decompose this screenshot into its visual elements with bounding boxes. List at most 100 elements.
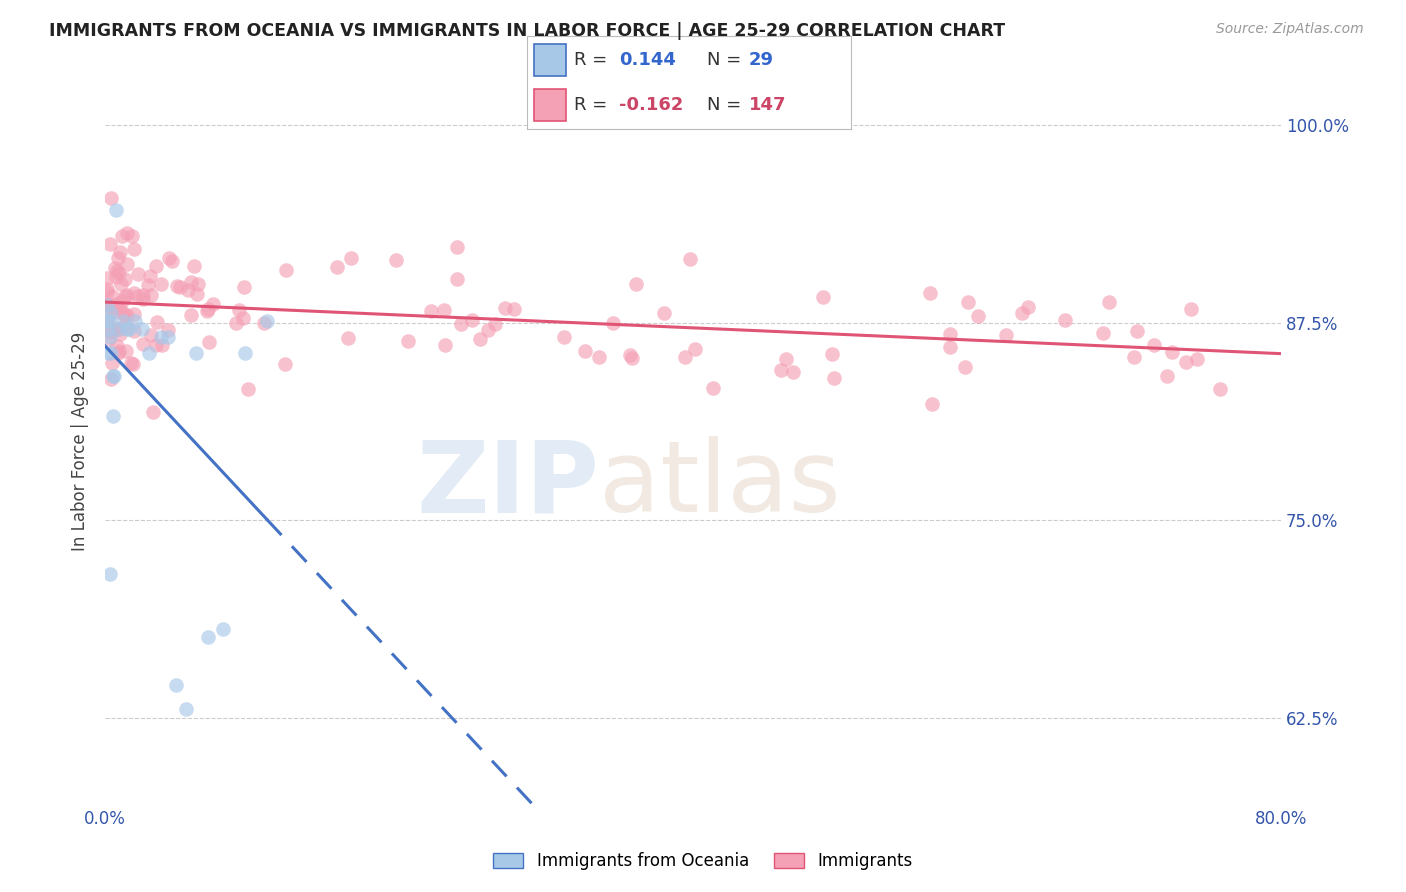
Point (494, 301, 516, 316)
Point (145, 259, 167, 273)
Point (1053, 312, 1076, 326)
Point (679, 252, 702, 267)
Point (1092, 326, 1115, 340)
Point (97, 322, 120, 336)
Point (138, 345, 160, 359)
Point (139, 287, 162, 301)
Point (124, 307, 146, 321)
Point (939, 340, 962, 354)
Point (994, 327, 1017, 342)
Point (396, 334, 419, 349)
Point (419, 304, 441, 318)
Point (553, 330, 575, 344)
Point (685, 342, 707, 356)
Point (177, 283, 200, 297)
Point (111, 314, 134, 328)
Point (938, 326, 960, 341)
Point (111, 228, 134, 243)
Point (96, 281, 118, 295)
Y-axis label: In Labor Force | Age 25-29: In Labor Force | Age 25-29 (72, 332, 89, 551)
Point (112, 306, 135, 320)
Point (108, 301, 131, 316)
Point (108, 245, 131, 260)
Point (1017, 300, 1039, 314)
Point (503, 301, 526, 316)
Point (104, 203, 127, 218)
Point (197, 334, 219, 349)
Point (602, 316, 624, 330)
Point (187, 277, 209, 292)
Point (98, 298, 121, 312)
Point (1143, 338, 1166, 352)
Point (107, 322, 129, 336)
Point (619, 348, 641, 362)
Point (105, 270, 128, 285)
Point (470, 332, 492, 346)
Point (100, 345, 122, 359)
Point (166, 278, 188, 293)
Point (169, 280, 191, 294)
Point (105, 264, 128, 278)
Point (1161, 344, 1184, 359)
Point (165, 678, 187, 692)
Point (105, 303, 128, 318)
Bar (534, 44, 567, 76)
Point (477, 323, 499, 337)
Point (104, 261, 127, 276)
Point (108, 344, 131, 359)
Text: IMMIGRANTS FROM OCEANIA VS IMMIGRANTS IN LABOR FORCE | AGE 25-29 CORRELATION CHA: IMMIGRANTS FROM OCEANIA VS IMMIGRANTS IN… (49, 22, 1005, 40)
Point (150, 337, 173, 351)
Point (141, 328, 163, 343)
Point (115, 317, 138, 331)
Point (186, 286, 208, 301)
Point (100, 372, 122, 386)
Point (186, 345, 208, 359)
Point (256, 314, 278, 328)
Point (117, 257, 139, 271)
Point (131, 322, 153, 336)
Point (174, 701, 197, 715)
Point (122, 324, 145, 338)
Point (121, 358, 143, 372)
Point (782, 365, 804, 379)
Point (446, 272, 468, 286)
Point (1174, 354, 1197, 368)
Point (276, 263, 298, 277)
Point (150, 330, 173, 344)
Point (253, 316, 276, 330)
Point (142, 405, 165, 419)
Text: 0.144: 0.144 (620, 51, 676, 69)
Point (127, 288, 149, 302)
Point (626, 277, 648, 291)
Point (433, 302, 456, 317)
Point (100, 301, 122, 315)
Point (1185, 352, 1208, 367)
Point (97, 333, 120, 347)
Point (108, 327, 131, 342)
Point (197, 302, 219, 317)
Point (957, 295, 980, 310)
Text: N =: N = (707, 51, 741, 69)
Point (1123, 350, 1146, 364)
Point (461, 313, 484, 327)
Point (100, 324, 122, 338)
Point (588, 351, 610, 365)
Point (156, 323, 179, 337)
Point (450, 317, 472, 331)
Point (100, 306, 122, 320)
Point (484, 318, 506, 332)
Point (273, 357, 295, 371)
Point (160, 254, 183, 268)
Point (98, 314, 121, 328)
Point (107, 346, 129, 360)
Point (180, 275, 202, 289)
Point (434, 338, 457, 352)
Text: N =: N = (707, 96, 741, 114)
Point (775, 352, 797, 367)
Point (105, 296, 128, 310)
Point (821, 346, 844, 360)
Point (98, 325, 121, 339)
Point (1156, 369, 1178, 384)
Point (211, 623, 233, 637)
Point (183, 260, 205, 274)
